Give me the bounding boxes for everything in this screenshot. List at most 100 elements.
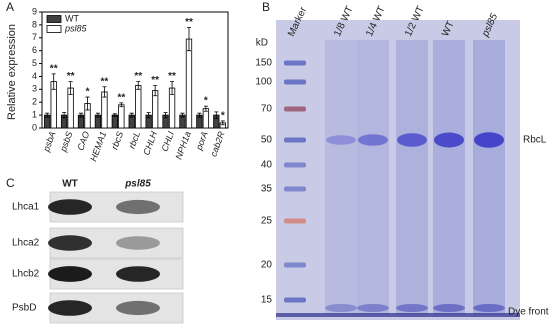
- marker-label: 40: [261, 160, 273, 171]
- y-tick-label: 9: [32, 6, 37, 16]
- x-tick-label: psbS: [58, 130, 75, 154]
- marker-band: [284, 297, 306, 303]
- dye-front: [276, 313, 520, 317]
- error-bar: [214, 111, 219, 119]
- lane-smear: [473, 40, 505, 315]
- marker-band: [284, 262, 306, 268]
- y-axis-label: Relative expression: [6, 24, 18, 120]
- rbcl-band: [358, 134, 388, 146]
- error-bar: [180, 112, 185, 118]
- lane-smear: [396, 40, 428, 315]
- marker-label: 25: [261, 216, 273, 227]
- rbcl-label: RbcL: [523, 135, 547, 146]
- error-bar: [119, 102, 124, 108]
- error-bar: [68, 81, 73, 95]
- significance: **: [185, 17, 193, 28]
- x-tick-label: cab2R: [208, 130, 226, 158]
- y-tick-label: 5: [32, 58, 37, 68]
- front-band: [473, 304, 505, 312]
- row-label: PsbD: [12, 303, 36, 314]
- error-bar: [153, 85, 158, 97]
- dye-front-label: Dye front: [508, 307, 549, 318]
- band: [48, 300, 92, 316]
- x-tick-label: psbA: [41, 130, 58, 154]
- significance: **: [117, 93, 125, 104]
- x-tick-label: CAO: [75, 130, 91, 152]
- error-bar: [51, 73, 56, 90]
- rbcl-band: [397, 133, 427, 147]
- error-bar: [95, 112, 100, 118]
- legend-label: psl85: [64, 23, 88, 33]
- y-tick-label: 7: [32, 32, 37, 42]
- gel: [276, 20, 520, 320]
- x-tick-label: rbcL: [127, 130, 142, 150]
- front-band: [433, 304, 465, 312]
- error-bar: [79, 112, 84, 118]
- error-bar: [170, 81, 175, 95]
- marker-band: [284, 137, 306, 143]
- bar: [118, 104, 125, 129]
- marker-band: [284, 186, 306, 192]
- significance: *: [204, 96, 208, 107]
- error-bar: [102, 86, 107, 98]
- significance: **: [134, 71, 142, 82]
- panel-label: B: [262, 0, 270, 14]
- front-band: [357, 304, 389, 312]
- error-bar: [186, 27, 191, 52]
- y-tick-label: 1: [32, 109, 37, 119]
- marker-label: 50: [261, 135, 273, 146]
- x-tick-label: NPH1a: [174, 130, 193, 161]
- bar: [185, 38, 193, 129]
- x-tick-label: CHLH: [141, 130, 159, 157]
- significance: **: [67, 71, 75, 82]
- x-tick-label: HEMA1: [88, 130, 108, 163]
- marker-label: 150: [255, 58, 272, 69]
- error-bar: [85, 96, 90, 111]
- significance: *: [221, 111, 225, 122]
- y-tick-label: 2: [32, 97, 37, 107]
- lane-smear: [433, 40, 465, 315]
- legend-label: WT: [65, 13, 79, 23]
- column-header: WT: [62, 179, 78, 190]
- marker-band: [284, 79, 306, 85]
- x-tick-label: rbcS: [109, 130, 125, 151]
- band: [116, 266, 160, 282]
- error-bar: [136, 81, 141, 90]
- legend-swatch: [46, 15, 62, 23]
- bar: [111, 114, 118, 129]
- marker-band: [284, 218, 306, 224]
- y-tick-label: 8: [32, 19, 37, 29]
- error-bar: [45, 112, 50, 118]
- error-bar: [163, 112, 168, 119]
- significance: **: [151, 75, 159, 86]
- bar: [135, 85, 142, 129]
- plot-frame: [41, 11, 229, 129]
- legend-swatch: [46, 25, 62, 33]
- band: [116, 236, 160, 250]
- y-tick-label: 3: [32, 84, 37, 94]
- error-bar: [220, 120, 225, 126]
- marker-band: [284, 60, 306, 66]
- x-tick-label: CHLI: [160, 130, 177, 153]
- significance: *: [86, 87, 90, 98]
- rbcl-band: [434, 132, 464, 148]
- significance: **: [50, 64, 58, 75]
- row-label: Lhca1: [12, 202, 40, 213]
- band: [48, 235, 92, 251]
- significance: **: [168, 71, 176, 82]
- marker-label: 35: [261, 184, 273, 195]
- marker-band: [284, 106, 306, 112]
- lane-smear: [357, 40, 389, 315]
- y-tick-label: 6: [32, 45, 37, 55]
- error-bar: [62, 112, 67, 119]
- band: [48, 199, 92, 215]
- column-header: psl85: [124, 179, 151, 190]
- marker-band: [284, 162, 306, 168]
- marker-label: 70: [261, 104, 273, 115]
- lane-smear: [325, 40, 357, 315]
- marker-label: 20: [261, 260, 273, 271]
- marker-label: 15: [261, 295, 273, 306]
- bar: [152, 90, 159, 129]
- row-label: Lhcb2: [12, 269, 40, 280]
- significance: **: [101, 76, 109, 87]
